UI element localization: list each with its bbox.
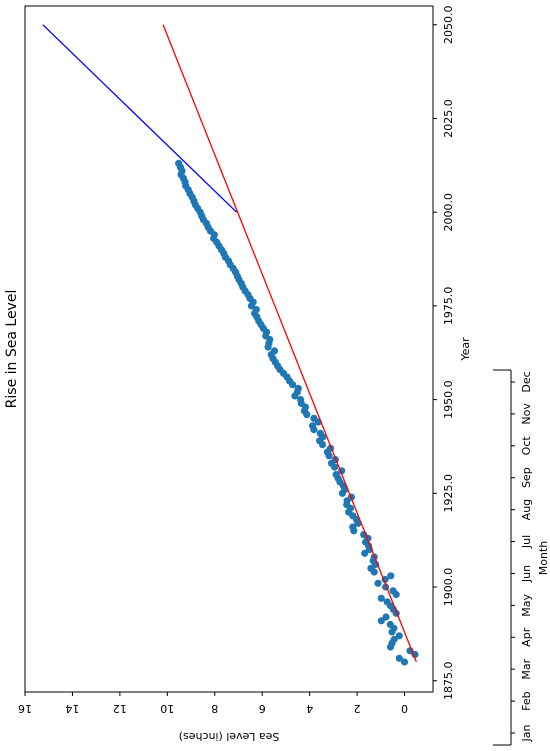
y-tick-label: 6 bbox=[259, 702, 266, 715]
month-axis-label: Month bbox=[537, 541, 550, 576]
data-point bbox=[387, 572, 395, 580]
data-point bbox=[316, 429, 324, 437]
fit-line-all-years bbox=[162, 24, 418, 663]
data-point bbox=[390, 635, 398, 644]
month-axis: Jan Feb Mar Apr May Jun Jul Aug Sep Oct Nov Dec Mon… bbox=[493, 369, 550, 746]
data-point bbox=[374, 579, 382, 587]
x-tick-label: 2025.0 bbox=[442, 99, 455, 138]
month-tick-label: Mar bbox=[520, 658, 533, 679]
y-tick-label: 4 bbox=[306, 702, 313, 715]
data-point bbox=[308, 422, 317, 430]
y-axis-label: Sea Level (inches) bbox=[179, 730, 280, 743]
data-point bbox=[383, 598, 391, 606]
data-point bbox=[294, 384, 302, 392]
x-tick-label: 1875.0 bbox=[442, 662, 455, 701]
month-tick-label: Sep bbox=[520, 467, 533, 488]
data-point bbox=[270, 347, 279, 355]
chart-title: Rise in Sea Level bbox=[4, 290, 20, 409]
data-point bbox=[400, 658, 409, 666]
month-tick-label: Aug bbox=[520, 499, 533, 520]
month-tick-label: Jun bbox=[520, 565, 533, 583]
data-point bbox=[377, 594, 385, 602]
x-axis-label: Year bbox=[459, 337, 472, 362]
month-ticks: Jan Feb Mar Apr May Jun Jul Aug Sep Oct Nov Dec bbox=[511, 371, 533, 742]
month-tick-label: Nov bbox=[520, 403, 533, 425]
month-tick-label: May bbox=[520, 594, 533, 617]
main-marks bbox=[42, 24, 419, 666]
data-point bbox=[175, 159, 183, 167]
x-tick-label: 1925.0 bbox=[442, 474, 455, 513]
main-y-ticks: 0 2 4 6 8 10 12 14 16 bbox=[18, 692, 408, 715]
data-point bbox=[382, 613, 390, 621]
y-tick-label: 8 bbox=[211, 702, 218, 715]
data-point bbox=[389, 587, 397, 595]
data-point bbox=[310, 414, 318, 422]
x-tick-label: 2050.0 bbox=[442, 5, 455, 44]
x-tick-label: 1900.0 bbox=[442, 568, 455, 607]
data-point bbox=[297, 396, 305, 404]
x-tick-label: 1975.0 bbox=[442, 287, 455, 326]
y-tick-label: 10 bbox=[160, 702, 174, 715]
fit-line-since-2000 bbox=[42, 24, 238, 213]
y-tick-label: 16 bbox=[18, 702, 32, 715]
y-tick-label: 14 bbox=[65, 702, 79, 715]
month-tick-label: Feb bbox=[520, 691, 533, 710]
x-tick-label: 2000.0 bbox=[442, 193, 455, 232]
data-point bbox=[386, 620, 394, 629]
month-tick-label: Dec bbox=[520, 371, 533, 392]
x-tick-label: 1950.0 bbox=[442, 380, 455, 419]
month-tick-label: Jan bbox=[520, 724, 533, 742]
month-tick-label: Oct bbox=[520, 436, 533, 456]
y-tick-label: 0 bbox=[401, 702, 408, 715]
main-plot: 0 2 4 6 8 10 12 14 16 1875.0 1900.0 1925.0 1950.0 19… bbox=[4, 5, 472, 743]
data-point bbox=[349, 523, 357, 531]
month-tick-label: Apr bbox=[520, 627, 533, 647]
plot-frame bbox=[24, 5, 434, 693]
month-tick-label: Jul bbox=[520, 535, 533, 549]
data-point bbox=[332, 471, 340, 479]
data-point bbox=[395, 654, 403, 662]
data-point bbox=[395, 632, 403, 640]
y-tick-label: 12 bbox=[113, 702, 127, 715]
main-x-ticks: 1875.0 1900.0 1925.0 1950.0 1975.0 2000.0 2025… bbox=[433, 5, 455, 700]
y-tick-label: 2 bbox=[354, 702, 361, 715]
